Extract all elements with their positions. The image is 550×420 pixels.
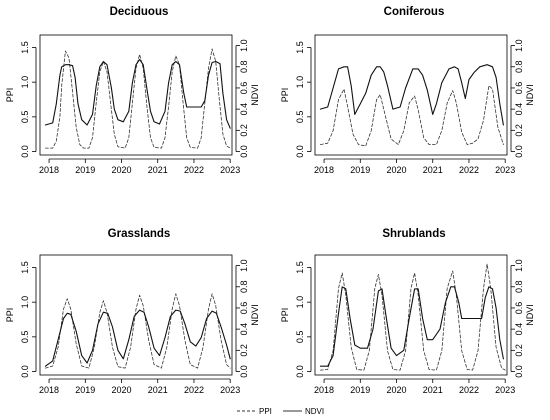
x-tick-label: 2019	[75, 385, 95, 395]
x-tick-label: 2021	[148, 385, 168, 395]
y-left-tick-label: 0.5	[295, 331, 305, 344]
y-right-axis-label: NDVI	[525, 304, 535, 326]
y-right-tick-label: 1.0	[239, 39, 249, 52]
y-left-tick-label: 0.5	[295, 111, 305, 124]
plot-frame	[314, 254, 508, 376]
y-right-axis-label: NDVI	[250, 84, 260, 106]
y-right-tick-label: 0.2	[239, 124, 249, 137]
y-right-tick-label: 0.2	[514, 124, 524, 137]
y-right-tick-label: 0.0	[239, 365, 249, 378]
x-tick-label: 2019	[75, 165, 95, 175]
plot-frame	[39, 254, 233, 376]
y-left-tick-label: 1.5	[20, 41, 30, 54]
y-left-tick-label: 1.0	[20, 296, 30, 309]
legend-ndvi-label: NDVI	[305, 407, 324, 416]
y-right-tick-label: 1.0	[239, 259, 249, 272]
series-ppi-line	[319, 85, 504, 147]
series-ppi-line	[319, 263, 506, 371]
y-right-tick-label: 0.8	[239, 61, 249, 74]
y-right-tick-label: 0.6	[514, 82, 524, 95]
y-left-tick-label: 0.5	[20, 111, 30, 124]
y-left-tick-label: 0.0	[295, 365, 305, 378]
panel-title: Deciduous	[110, 6, 169, 18]
y-left-tick-label: 1.5	[295, 41, 305, 54]
legend: PPI NDVI	[237, 407, 324, 416]
series-ppi-line	[45, 48, 231, 149]
y-left-tick-label: 1.0	[295, 76, 305, 89]
y-right-tick-label: 0.6	[514, 302, 524, 315]
panel-grasslands: Grasslands 2018 2019 2020 2021 2022 2023 0.0 0.5…	[5, 228, 260, 395]
x-tick-label: 2018	[314, 165, 334, 175]
x-tick-label: 2022	[459, 385, 479, 395]
plot-frame	[39, 34, 233, 156]
y-right-tick-label: 0.2	[239, 344, 249, 357]
y-left-axis-label: PPI	[280, 308, 290, 323]
x-tick-label: 2018	[314, 385, 334, 395]
y-right-tick-label: 0.4	[514, 323, 524, 336]
y-left-tick-label: 1.0	[20, 76, 30, 89]
y-right-tick-label: 0.4	[514, 103, 524, 116]
x-tick-label: 2021	[148, 165, 168, 175]
panel-coniferous: Coniferous 2018 2019 2020 2021 2022 2023 0.0 0.5…	[280, 6, 535, 175]
panel-deciduous: Deciduous 2018 2019 2020 2021 2022 2023 0.0 0.5 1…	[5, 6, 260, 175]
y-left-tick-label: 1.5	[295, 261, 305, 274]
x-tick-label: 2021	[423, 385, 443, 395]
x-tick-label: 2023	[495, 385, 515, 395]
y-left-tick-label: 0.0	[20, 365, 30, 378]
x-tick-label: 2020	[111, 165, 131, 175]
x-tick-label: 2020	[111, 385, 131, 395]
series-ndvi-line	[319, 286, 504, 367]
y-right-tick-label: 0.2	[514, 344, 524, 357]
series-ndvi-line	[44, 309, 231, 367]
x-tick-label: 2023	[495, 165, 515, 175]
panels-container: Deciduous 2018 2019 2020 2021 2022 2023 0.0 0.5 1…	[5, 6, 535, 395]
y-right-tick-label: 0.0	[514, 145, 524, 158]
y-right-tick-label: 0.0	[239, 145, 249, 158]
panel-shrublands: Shrublands 2018 2019 2020 2021 2022 2023 0.0 0.5…	[280, 228, 535, 395]
y-left-axis-label: PPI	[5, 308, 15, 323]
x-tick-label: 2020	[386, 385, 406, 395]
y-left-tick-label: 0.0	[20, 145, 30, 158]
x-tick-label: 2021	[423, 165, 443, 175]
y-right-tick-label: 0.8	[514, 281, 524, 294]
panel-title: Coniferous	[384, 6, 445, 18]
y-left-tick-label: 1.5	[20, 261, 30, 274]
panel-title: Grasslands	[108, 228, 171, 240]
y-right-axis-label: NDVI	[525, 84, 535, 106]
y-left-tick-label: 1.0	[295, 296, 305, 309]
x-tick-label: 2023	[220, 385, 240, 395]
x-tick-label: 2018	[39, 385, 59, 395]
y-right-tick-label: 0.8	[514, 61, 524, 74]
x-tick-label: 2022	[459, 165, 479, 175]
y-left-axis-label: PPI	[280, 88, 290, 103]
y-left-axis-label: PPI	[5, 88, 15, 103]
x-tick-label: 2018	[39, 165, 59, 175]
x-tick-label: 2020	[386, 165, 406, 175]
x-tick-label: 2023	[220, 165, 240, 175]
y-right-axis-label: NDVI	[250, 304, 260, 326]
y-left-tick-label: 0.5	[20, 331, 30, 344]
y-right-tick-label: 0.6	[239, 302, 249, 315]
plot-frame	[314, 34, 508, 156]
y-right-tick-label: 0.6	[239, 82, 249, 95]
y-right-tick-label: 1.0	[514, 259, 524, 272]
y-right-tick-label: 0.0	[514, 365, 524, 378]
panel-title: Shrublands	[382, 228, 445, 240]
x-tick-label: 2022	[184, 385, 204, 395]
x-tick-label: 2019	[350, 385, 370, 395]
x-tick-label: 2019	[350, 165, 370, 175]
legend-ppi-label: PPI	[259, 407, 272, 416]
y-right-tick-label: 0.4	[239, 103, 249, 116]
series-ndvi-line	[44, 58, 231, 129]
series-ppi-line	[45, 293, 231, 369]
y-right-tick-label: 1.0	[514, 39, 524, 52]
x-tick-label: 2022	[184, 165, 204, 175]
y-right-tick-label: 0.8	[239, 281, 249, 294]
y-left-tick-label: 0.0	[295, 145, 305, 158]
series-ndvi-line	[319, 64, 504, 126]
y-right-tick-label: 0.4	[239, 323, 249, 336]
